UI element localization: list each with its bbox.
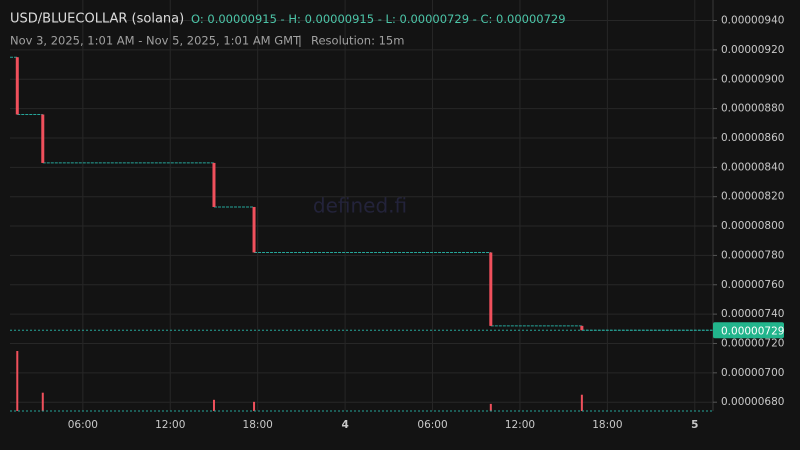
date-range: Nov 3, 2025, 1:01 AM - Nov 5, 2025, 1:01… (10, 34, 301, 48)
ohlc-value: 0.00000729 (400, 12, 470, 26)
y-tick-label: 0.00000900 (721, 73, 784, 85)
x-tick-label: 18:00 (592, 419, 622, 431)
candle-body (41, 114, 45, 163)
ohlc-label: C: (480, 12, 492, 26)
volume-bar (580, 394, 583, 411)
x-tick-label: 12:00 (155, 419, 185, 431)
last-price-label: 0.00000729 (721, 325, 784, 337)
x-tick-label: 06:00 (417, 419, 447, 431)
resolution: Resolution: 15m (311, 34, 404, 48)
volume-bar (16, 351, 19, 411)
y-tick-label: 0.00000780 (721, 249, 784, 261)
y-tick-label: 0.00000740 (721, 308, 784, 320)
chart-title: USD/BLUECOLLAR (solana) (10, 12, 184, 27)
separator: - (469, 12, 480, 26)
x-tick-label: 5 (691, 419, 698, 431)
ohlc-value: 0.00000915 (207, 12, 277, 26)
x-tick-label: 06:00 (68, 419, 98, 431)
y-tick-label: 0.00000800 (721, 220, 784, 232)
candle-body (212, 162, 216, 207)
y-tick-label: 0.00000920 (721, 44, 784, 56)
y-tick-label: 0.00000860 (721, 132, 784, 144)
y-tick-label: 0.00000840 (721, 161, 784, 173)
candle-body (489, 252, 493, 326)
candle-body (252, 206, 256, 253)
y-tick-label: 0.00000720 (721, 337, 784, 349)
watermark: defined.fi (313, 194, 407, 218)
y-tick-label: 0.00000680 (721, 396, 784, 408)
volume-bar (489, 403, 492, 411)
separator: | (298, 34, 302, 48)
y-tick-label: 0.00000760 (721, 279, 784, 291)
ohlc-label: L: (386, 12, 396, 26)
x-tick-label: 4 (341, 419, 348, 431)
volume-bar (41, 392, 44, 411)
x-tick-label: 12:00 (505, 419, 535, 431)
volume-bar (253, 401, 256, 411)
ohlc-label: O: (191, 12, 204, 26)
y-tick-label: 0.00000880 (721, 103, 784, 115)
y-tick-label: 0.00000820 (721, 191, 784, 203)
ohlc-value: 0.00000915 (305, 12, 375, 26)
x-tick-label: 18:00 (243, 419, 273, 431)
volume-bar (212, 399, 215, 411)
ohlc-label: H: (288, 12, 301, 26)
ohlc-value: 0.00000729 (496, 12, 566, 26)
y-tick-label: 0.00000940 (721, 15, 784, 27)
last-price-box (713, 322, 784, 339)
y-tick-label: 0.00000700 (721, 367, 784, 379)
ohlc-readout: O: 0.00000915 - H: 0.00000915 - L: 0.000… (191, 12, 566, 26)
separator: - (277, 12, 288, 26)
candle-body (15, 57, 19, 115)
separator: - (374, 12, 385, 26)
candle-body (580, 325, 584, 331)
